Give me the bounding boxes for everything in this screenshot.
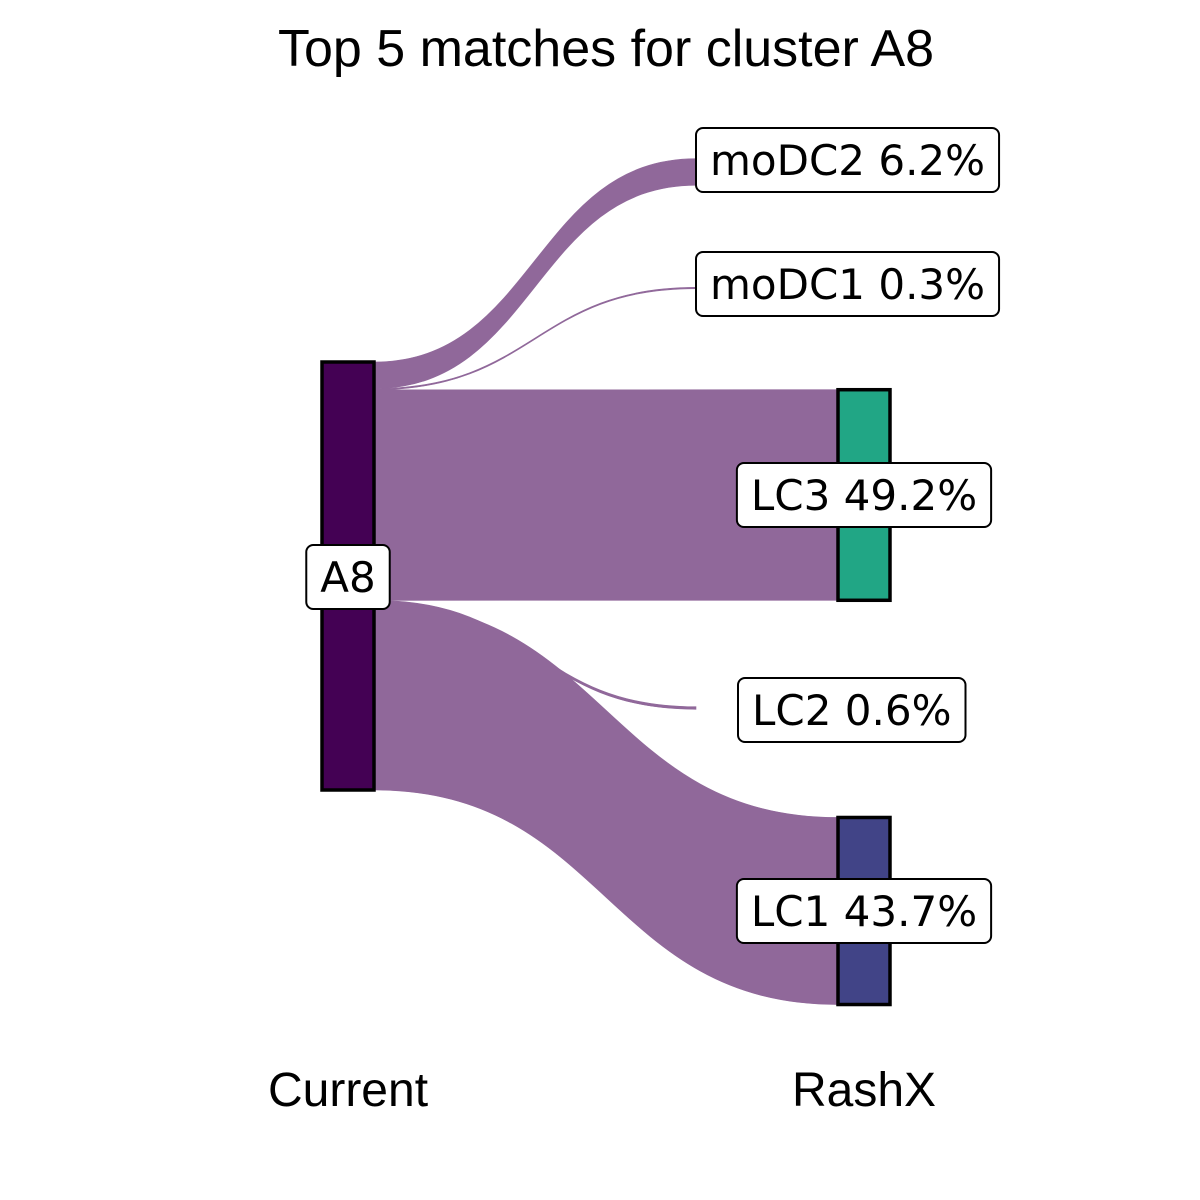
- flows: [373, 158, 839, 1005]
- axis-label-rashx: RashX: [792, 1064, 936, 1117]
- label-target-lc1: LC1 43.7%: [735, 878, 993, 944]
- flow-lc1: [373, 602, 839, 1005]
- label-target-lc2: LC2 0.6%: [737, 677, 967, 743]
- axis-label-current: Current: [268, 1064, 428, 1117]
- label-target-lc3: LC3 49.2%: [735, 462, 993, 528]
- flow-modc2: [373, 158, 697, 389]
- label-target-lc3-text: LC3 49.2%: [751, 471, 977, 520]
- label-source-a8: A8: [305, 544, 391, 610]
- label-target-modc1: moDC1 0.3%: [695, 251, 1001, 317]
- chart-title: Top 5 matches for cluster A8: [278, 20, 934, 78]
- label-target-lc1-text: LC1 43.7%: [751, 887, 977, 936]
- label-target-modc1-text: moDC1 0.3%: [710, 260, 985, 309]
- label-target-lc2-text: LC2 0.6%: [752, 686, 952, 735]
- labels: A8 moDC2 6.2% moDC1 0.3% LC3 49.2% LC2 0.6% L…: [305, 127, 1001, 944]
- label-target-modc2: moDC2 6.2%: [695, 127, 1001, 193]
- label-source-a8-text: A8: [320, 553, 375, 602]
- label-target-modc2-text: moDC2 6.2%: [710, 136, 985, 185]
